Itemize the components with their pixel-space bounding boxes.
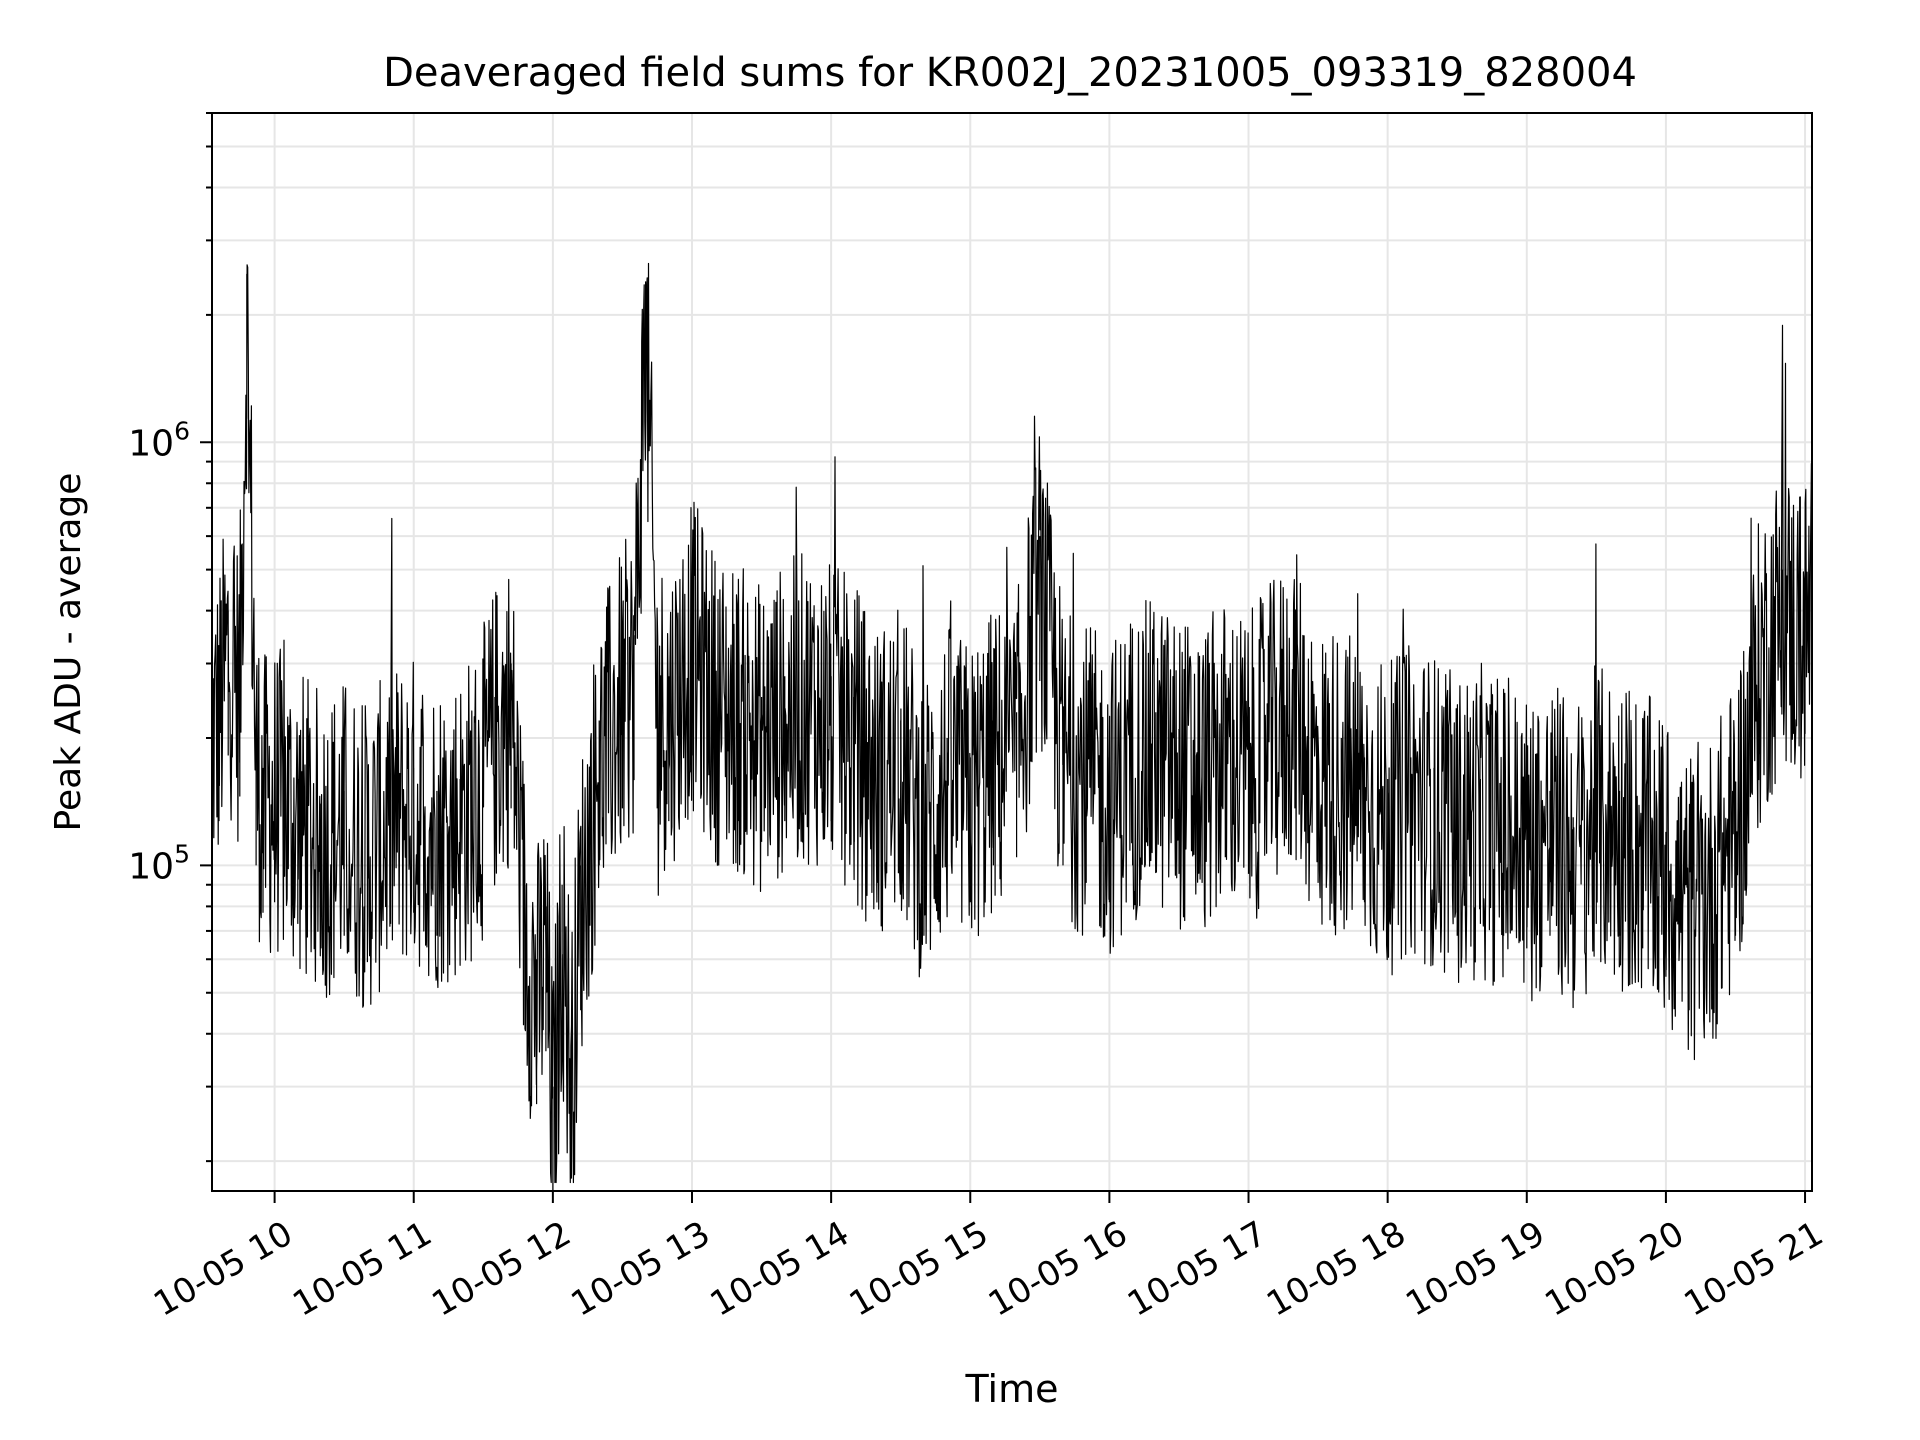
data-series-group — [211, 262, 1813, 1191]
y-tick-label: 105 — [128, 839, 190, 887]
y-tick-label: 106 — [128, 416, 190, 464]
y-tick-label-exponent: 6 — [174, 416, 190, 445]
y-axis-label: Peak ADU - average — [48, 473, 89, 832]
y-tick-label-base: 10 — [128, 846, 174, 887]
y-tick-label-base: 10 — [128, 423, 174, 464]
x-axis-label: Time — [965, 1367, 1059, 1411]
y-tick-label-exponent: 5 — [174, 839, 190, 868]
chart-title: Deaveraged field sums for KR002J_2023100… — [383, 50, 1637, 96]
plot-frame — [211, 112, 1813, 1192]
data-line-series — [211, 262, 1813, 1191]
